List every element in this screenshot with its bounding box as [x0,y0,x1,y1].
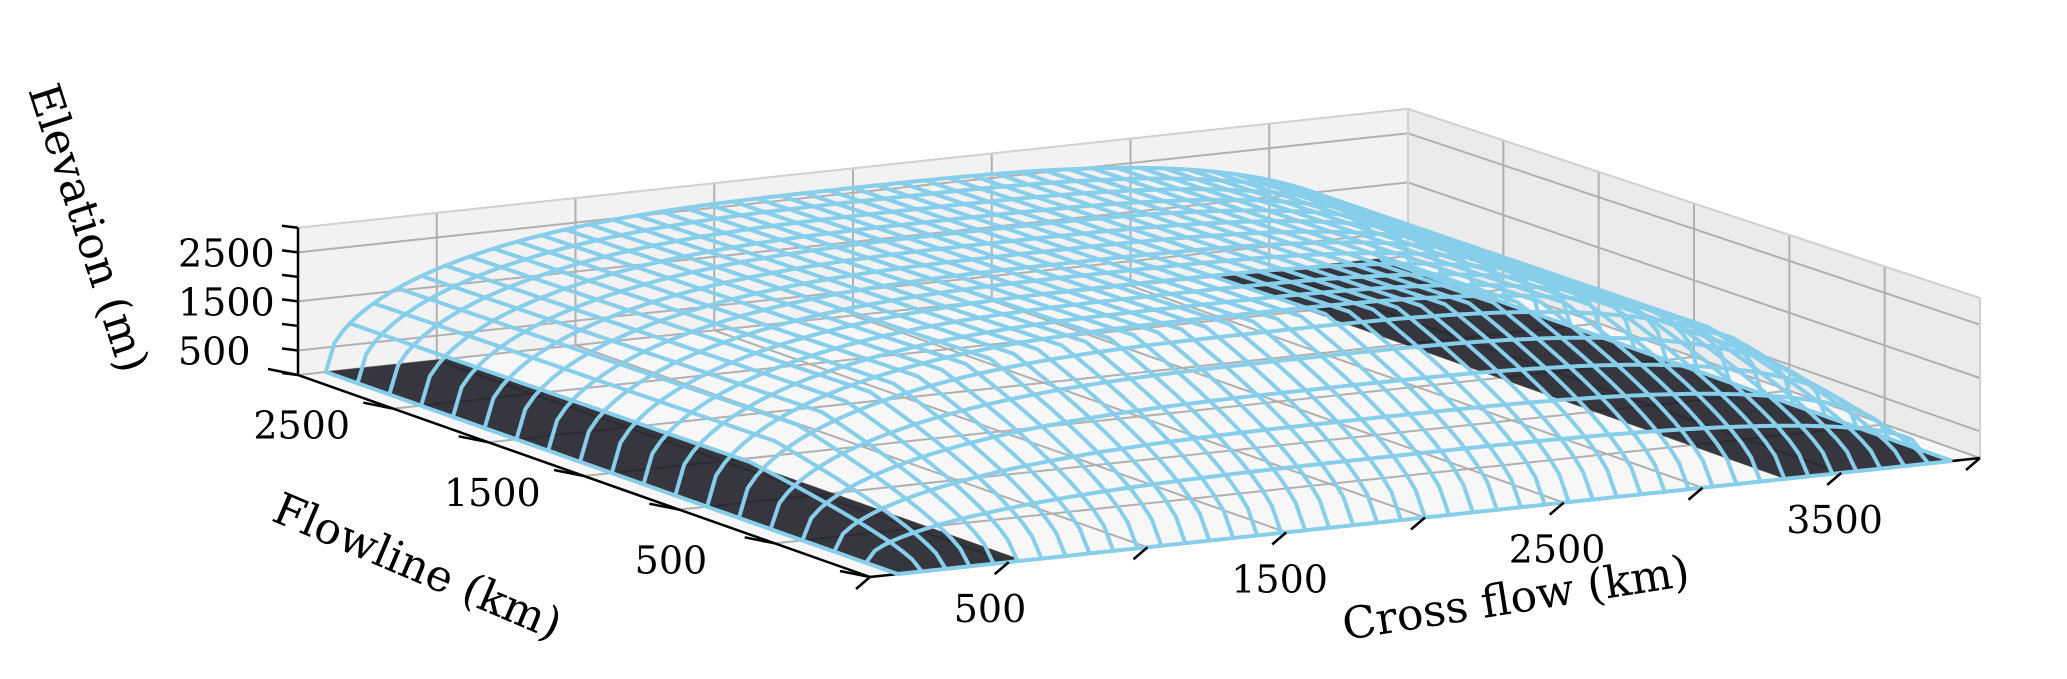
z-tick-label: 500 [178,329,251,373]
y-tick [553,468,585,478]
y-tick-label: 2500 [253,404,350,448]
grid-line-right-z [1407,132,1981,326]
wire-line-flowline [1068,167,1643,496]
z-tick [281,224,299,230]
pane-edge [297,107,1409,229]
tick-marks [267,224,1981,590]
wire-line-flowline [1187,167,1763,483]
grid-line-right-z [1407,181,1981,379]
wire-line-flowline [708,202,1284,534]
z-axis-label: Elevation (m) [18,78,159,379]
wire-line-flowline [396,286,972,568]
x-tick-label: 1500 [1231,557,1328,601]
wire-line-flowline [1379,257,1953,463]
wire-line-flowline [349,321,924,573]
wire-line-flowline [1163,166,1739,485]
x-tick [1965,457,1981,471]
z-tick [281,273,299,279]
wire-line-flowline [732,199,1308,531]
grid-line-back-z [297,132,1409,254]
x-tick-label: 2500 [1509,528,1606,572]
wire-line-flowline [564,227,1140,549]
y-tick [744,536,775,545]
wire-line-flowline [684,206,1260,537]
wire-line-flowline [325,370,899,576]
wire-line-flowline [468,254,1044,560]
wire-line-flowline [420,274,996,565]
wire-line-flowline [612,217,1188,544]
wire-line-flowline [444,263,1020,563]
wire-line-flowline [492,246,1068,557]
wire-line-flowline [804,191,1379,524]
wire-line-flowline [900,180,1475,514]
x-tick-label: 3500 [1786,498,1883,542]
z-tick [281,371,299,377]
wire-line-flowline [1139,166,1715,488]
z-tick [281,322,299,328]
wire-line-flowline [780,193,1355,526]
wire-line-flowline [1211,169,1787,480]
x-tick-label: 500 [954,587,1027,631]
wire-line-flowline [660,209,1236,539]
x-tick [855,576,871,590]
z-tick [281,249,299,254]
y-tick-label: 1500 [444,471,541,515]
ice-surface-wireframe [323,165,1953,576]
wire-line-flowline [1331,198,1907,468]
y-tick [649,502,680,511]
wire-line-flowline [516,239,1092,555]
wire-line-flowline [1115,166,1691,490]
wire-line-flowline [1044,168,1619,498]
x-tick [1826,471,1843,486]
z-tick [281,298,299,303]
x-tick [1410,516,1426,531]
x-tick [993,561,1010,576]
wire-line-flowline [924,178,1499,511]
y-tick-label: 500 [635,538,708,582]
wire-line-flowline [588,222,1164,547]
wire-line-flowline [948,176,1523,508]
wire-line-flowline [996,171,1571,503]
x-tick [1687,486,1704,501]
wire-line-flowline [1092,166,1667,493]
wire-line-flowline [1020,170,1595,501]
wire-line-flowline [756,196,1331,529]
y-tick [363,401,394,410]
y-tick [458,435,489,444]
z-tick-label: 1500 [178,280,275,324]
z-tick [281,347,299,352]
y-tick [839,569,871,579]
z-tick-label: 2500 [178,231,275,275]
wire-line-flowline [852,186,1427,519]
wire-line-flowline [972,173,1547,506]
wire-line-flowline [876,183,1451,516]
x-tick [1132,546,1149,561]
x-tick [1271,531,1288,546]
wire-line-flowline [828,188,1403,521]
x-tick [1548,501,1565,516]
wire-line-flowline [373,301,948,570]
wire-line-flowline [636,213,1212,542]
wire-line-flowline [540,233,1116,552]
wire-line-flowline [1355,213,1930,465]
pane-edge [1407,107,1981,299]
